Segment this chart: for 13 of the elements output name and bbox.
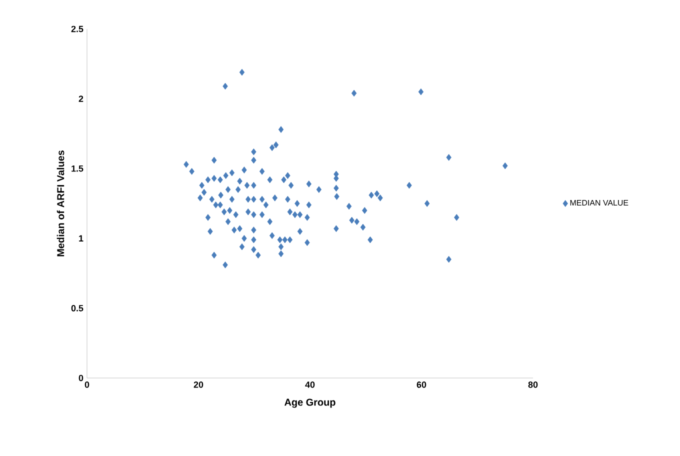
y-axis-title: Median of ARFI Values [56, 150, 64, 256]
y-tick-label: 0.5 [71, 305, 84, 312]
x-tick-label: 80 [528, 382, 538, 388]
x-tick-label: 0 [84, 382, 90, 388]
x-tick-label: 40 [305, 382, 315, 388]
y-tick-label: 2 [78, 96, 84, 102]
y-tick-label: 1.5 [72, 165, 84, 172]
x-tick-label: 20 [194, 382, 204, 388]
x-axis-title: Age Group [284, 398, 336, 408]
y-tick-label: 2.5 [71, 26, 84, 32]
y-tick-label: 0 [78, 374, 84, 382]
x-tick-label: 60 [416, 382, 426, 388]
y-tick-label: 1 [79, 235, 84, 242]
